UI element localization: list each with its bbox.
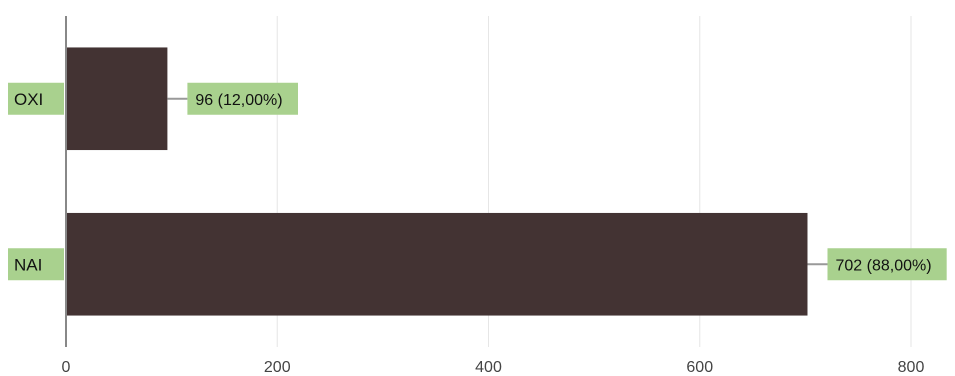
category-label-nai: NAI bbox=[14, 255, 42, 274]
x-axis-ticks: 0 200 400 600 800 bbox=[62, 359, 925, 376]
category-labels: OXI NAI bbox=[8, 82, 64, 281]
bar-nai bbox=[67, 212, 808, 316]
bar-oxi bbox=[67, 47, 168, 151]
data-labels: 96 (12,00%) 702 (88,00%) bbox=[167, 82, 947, 281]
data-label-oxi: 96 (12,00%) bbox=[195, 92, 282, 109]
data-label-box bbox=[827, 248, 947, 281]
data-label-nai: 702 (88,00%) bbox=[835, 257, 931, 274]
x-tick-label: 0 bbox=[62, 359, 71, 376]
x-tick-label: 200 bbox=[264, 359, 291, 376]
data-label-box bbox=[187, 82, 298, 115]
x-tick-label: 600 bbox=[686, 359, 713, 376]
category-label-box bbox=[8, 248, 64, 281]
category-label-oxi: OXI bbox=[14, 90, 43, 109]
x-tick-label: 400 bbox=[475, 359, 502, 376]
bars bbox=[67, 47, 808, 316]
category-label-box bbox=[8, 82, 64, 115]
x-tick-label: 800 bbox=[898, 359, 925, 376]
